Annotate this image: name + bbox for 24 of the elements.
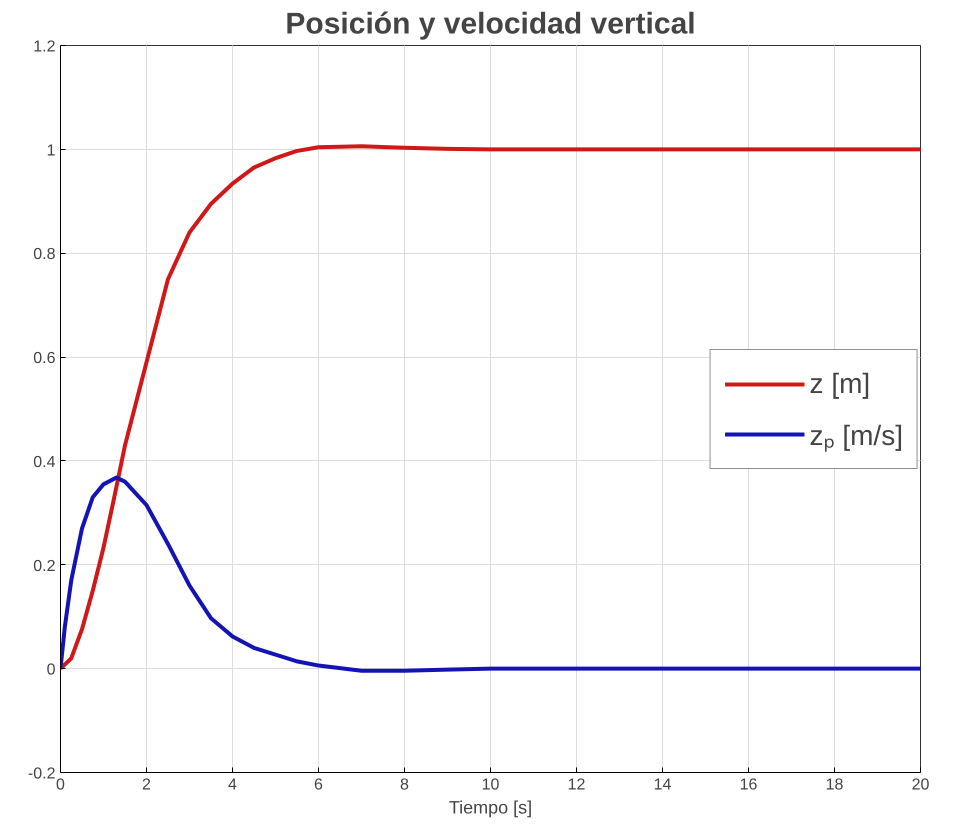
y-tick-label: 0.4 bbox=[33, 454, 56, 471]
x-tick-label: 16 bbox=[740, 776, 758, 794]
x-tick-label: 14 bbox=[654, 776, 672, 794]
y-tick-label: 0 bbox=[46, 662, 56, 679]
line-series bbox=[60, 476, 920, 673]
y-tick-label: 0.2 bbox=[33, 558, 56, 575]
x-tick-label: 10 bbox=[482, 776, 500, 794]
legend-label: zₚ [m/s] bbox=[810, 418, 903, 454]
y-tick-label: 0.8 bbox=[33, 246, 56, 264]
chart-title: Posición y velocidad vertical bbox=[285, 8, 696, 40]
x-tick-label: 8 bbox=[400, 776, 410, 794]
x-tick-label: 6 bbox=[314, 776, 324, 794]
line-series bbox=[60, 144, 920, 671]
y-tick-label: 1 bbox=[46, 142, 56, 160]
y-tick-label: -0.2 bbox=[28, 766, 56, 782]
y-tick-label: 0.6 bbox=[33, 350, 56, 368]
y-tick-label: 1.2 bbox=[33, 38, 56, 56]
x-tick-label: 2 bbox=[142, 776, 152, 794]
legend-label: z [m] bbox=[810, 366, 870, 401]
x-tick-label: 20 bbox=[912, 776, 930, 794]
x-tick-label: 4 bbox=[228, 776, 238, 794]
x-axis-title: Tiempo [s] bbox=[448, 798, 532, 818]
x-tick-label: 12 bbox=[568, 776, 586, 794]
x-tick-label: 18 bbox=[826, 776, 844, 794]
